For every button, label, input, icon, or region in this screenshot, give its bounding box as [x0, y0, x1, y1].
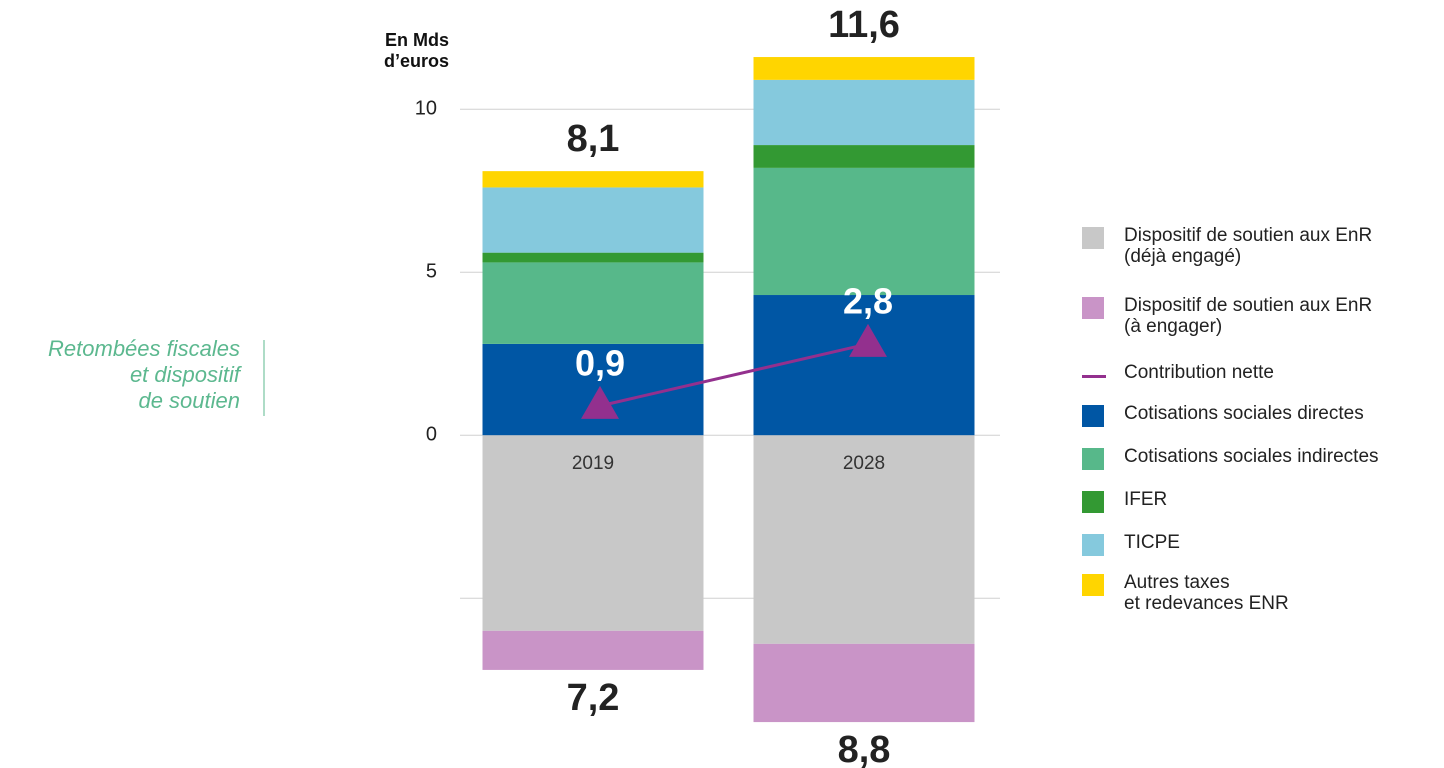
- total-label: 8,8: [838, 729, 891, 768]
- legend-label: IFER: [1124, 489, 1168, 510]
- legend-label: Dispositif de soutien aux EnR (déjà enga…: [1124, 225, 1373, 267]
- bar-segment: [753, 79, 975, 146]
- bar-segment: [482, 630, 704, 670]
- legend-label: Cotisations sociales indirectes: [1124, 446, 1379, 467]
- bar-segment: [753, 295, 975, 436]
- bar-segment: [482, 252, 704, 263]
- y-axis-label: En Mds d’euros: [383, 30, 449, 71]
- bar-segment: [482, 262, 704, 344]
- bar-segment: [482, 171, 704, 188]
- legend-swatch: [1082, 574, 1104, 596]
- bar-segment: [753, 167, 975, 296]
- legend-swatch: [1082, 227, 1104, 249]
- bar-segment: [753, 435, 975, 644]
- bar-segment: [753, 145, 975, 168]
- total-label: 11,6: [828, 4, 900, 46]
- legend-swatch: [1082, 405, 1104, 427]
- x-tick-label: 2028: [843, 453, 885, 474]
- line-marker: [849, 323, 887, 357]
- line: [599, 342, 869, 408]
- y-tick-label: 0: [426, 423, 437, 445]
- total-label: 7,2: [567, 677, 620, 719]
- legend-label: Cotisations sociales directes: [1124, 403, 1364, 424]
- legend-swatch: [1082, 297, 1104, 319]
- legend-swatch: [1082, 375, 1106, 378]
- data-label: 2,8: [843, 280, 893, 321]
- data-label: 0,9: [575, 342, 625, 383]
- bar-segment: [753, 57, 975, 80]
- legend-swatch: [1082, 534, 1104, 556]
- legend-swatch: [1082, 491, 1104, 513]
- legend-label: Dispositif de soutien aux EnR (à engager…: [1124, 295, 1373, 337]
- legend-label: Contribution nette: [1124, 362, 1274, 383]
- bar-segment: [482, 187, 704, 253]
- legend-label: Autres taxes et redevances ENR: [1124, 572, 1289, 614]
- bar-segment: [482, 435, 704, 631]
- bar-segment: [753, 643, 975, 723]
- legend-swatch: [1082, 448, 1104, 470]
- y-tick-label: 10: [415, 97, 437, 119]
- x-tick-label: 2019: [572, 453, 614, 474]
- total-label: 8,1: [567, 118, 620, 160]
- annotation: Retombées fiscales et dispositif de sout…: [48, 336, 240, 413]
- line-marker: [581, 385, 619, 419]
- legend-label: TICPE: [1124, 532, 1180, 553]
- y-tick-label: 5: [426, 260, 437, 282]
